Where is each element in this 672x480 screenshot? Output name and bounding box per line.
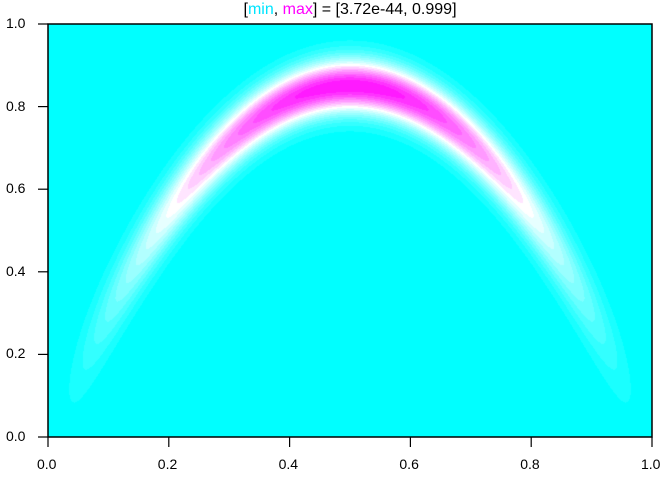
x-tick-label: 0.2	[157, 456, 178, 472]
title-range: ] = [3.72e-44, 0.999]	[312, 1, 457, 18]
x-tick-label: 0.4	[278, 456, 299, 472]
title-min-label: min	[247, 1, 274, 18]
y-tick-label: 0.6	[6, 180, 26, 197]
chart-title: [min, max] = [3.72e-44, 0.999]	[48, 1, 652, 19]
title-max-label: max	[282, 1, 313, 18]
y-tick-label: 0.0	[6, 428, 26, 444]
x-tick-label: 1.0	[641, 456, 661, 472]
x-tick-label: 0.8	[520, 456, 540, 472]
x-tick-label: 0.0	[37, 456, 57, 472]
y-tick-label: 0.4	[6, 262, 26, 279]
x-tick-label: 0.6	[399, 456, 419, 472]
contour-plot-area	[48, 24, 652, 437]
plot-frame	[47, 23, 653, 438]
title-bracket: [	[243, 1, 248, 18]
y-tick-label: 1.0	[6, 15, 26, 31]
y-tick-label: 0.2	[6, 345, 26, 362]
title-separator: ,	[273, 1, 283, 18]
y-tick-label: 0.8	[6, 97, 26, 114]
